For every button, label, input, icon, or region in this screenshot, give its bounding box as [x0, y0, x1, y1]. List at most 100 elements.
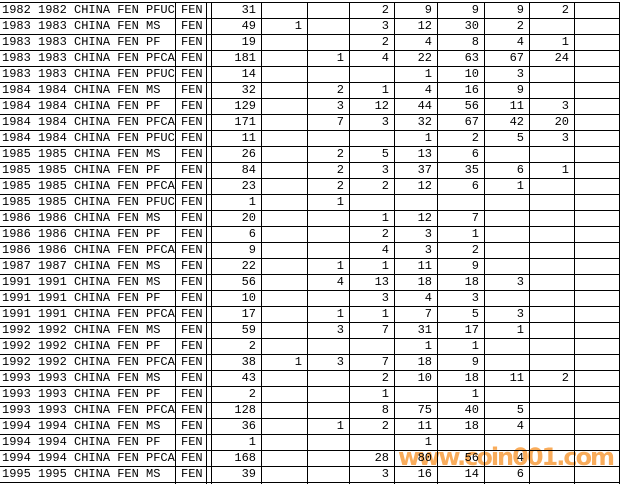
coin-description-cell[interactable]: 1993 1993 CHINA FEN PF	[0, 387, 176, 403]
grade-count-cell[interactable]: 10	[438, 67, 485, 83]
grade-count-cell[interactable]: 16	[438, 83, 485, 99]
denomination-cell[interactable]: FEN	[176, 115, 207, 131]
denomination-cell[interactable]: FEN	[176, 259, 207, 275]
grade-count-cell[interactable]: 3	[530, 99, 575, 115]
grade-count-cell[interactable]: 1	[308, 307, 350, 323]
coin-description-cell[interactable]: 1984 1984 CHINA FEN MS	[0, 83, 176, 99]
grade-count-cell[interactable]	[575, 147, 620, 163]
grade-count-cell[interactable]: 2	[212, 387, 262, 403]
grade-count-cell[interactable]	[575, 307, 620, 323]
grade-count-cell[interactable]	[308, 451, 350, 467]
grade-count-cell[interactable]: 6	[438, 179, 485, 195]
grade-count-cell[interactable]	[530, 355, 575, 371]
grade-count-cell[interactable]: 8	[438, 35, 485, 51]
grade-count-cell[interactable]: 6	[485, 163, 530, 179]
grade-count-cell[interactable]: 11	[485, 99, 530, 115]
denomination-cell[interactable]: FEN	[176, 243, 207, 259]
grade-count-cell[interactable]	[485, 147, 530, 163]
grade-count-cell[interactable]	[395, 195, 438, 211]
grade-count-cell[interactable]: 9	[438, 355, 485, 371]
denomination-cell[interactable]: FEN	[176, 403, 207, 419]
grade-count-cell[interactable]: 1	[395, 435, 438, 451]
grade-count-cell[interactable]: 6	[438, 147, 485, 163]
grade-count-cell[interactable]	[262, 323, 308, 339]
denomination-cell[interactable]: FEN	[176, 51, 207, 67]
grade-count-cell[interactable]	[530, 179, 575, 195]
grade-count-cell[interactable]: 4	[395, 83, 438, 99]
grade-count-cell[interactable]	[262, 83, 308, 99]
grade-count-cell[interactable]: 3	[308, 99, 350, 115]
grade-count-cell[interactable]: 3	[350, 467, 395, 483]
grade-count-cell[interactable]: 20	[212, 211, 262, 227]
coin-description-cell[interactable]: 1994 1994 CHINA FEN PF	[0, 435, 176, 451]
denomination-cell[interactable]: FEN	[176, 339, 207, 355]
grade-count-cell[interactable]: 4	[350, 243, 395, 259]
grade-count-cell[interactable]: 18	[438, 275, 485, 291]
denomination-cell[interactable]: FEN	[176, 163, 207, 179]
grade-count-cell[interactable]: 3	[350, 115, 395, 131]
coin-description-cell[interactable]: 1985 1985 CHINA FEN PFUC	[0, 195, 176, 211]
grade-count-cell[interactable]: 1	[438, 227, 485, 243]
grade-count-cell[interactable]	[530, 467, 575, 483]
grade-count-cell[interactable]: 22	[212, 259, 262, 275]
grade-count-cell[interactable]	[485, 355, 530, 371]
grade-count-cell[interactable]	[575, 115, 620, 131]
grade-count-cell[interactable]: 1	[485, 323, 530, 339]
grade-count-cell[interactable]	[262, 195, 308, 211]
grade-count-cell[interactable]	[575, 99, 620, 115]
grade-count-cell[interactable]	[530, 195, 575, 211]
grade-count-cell[interactable]: 14	[212, 67, 262, 83]
grade-count-cell[interactable]: 32	[395, 115, 438, 131]
grade-count-cell[interactable]: 31	[395, 323, 438, 339]
grade-count-cell[interactable]: 9	[438, 3, 485, 19]
coin-description-cell[interactable]: 1984 1984 CHINA FEN PFCA	[0, 115, 176, 131]
coin-description-cell[interactable]: 1982 1982 CHINA FEN PFUC	[0, 3, 176, 19]
grade-count-cell[interactable]	[575, 131, 620, 147]
grade-count-cell[interactable]: 1	[350, 211, 395, 227]
denomination-cell[interactable]: FEN	[176, 275, 207, 291]
grade-count-cell[interactable]: 2	[308, 147, 350, 163]
grade-count-cell[interactable]: 2	[438, 131, 485, 147]
grade-count-cell[interactable]: 4	[485, 35, 530, 51]
grade-count-cell[interactable]: 1	[530, 35, 575, 51]
grade-count-cell[interactable]	[530, 19, 575, 35]
grade-count-cell[interactable]	[530, 211, 575, 227]
grade-count-cell[interactable]: 1	[350, 387, 395, 403]
grade-count-cell[interactable]: 43	[212, 371, 262, 387]
grade-count-cell[interactable]	[485, 291, 530, 307]
grade-count-cell[interactable]	[350, 131, 395, 147]
grade-count-cell[interactable]: 38	[212, 355, 262, 371]
grade-count-cell[interactable]: 23	[212, 179, 262, 195]
grade-count-cell[interactable]	[575, 163, 620, 179]
grade-count-cell[interactable]	[262, 99, 308, 115]
grade-count-cell[interactable]	[308, 387, 350, 403]
grade-count-cell[interactable]	[262, 419, 308, 435]
denomination-cell[interactable]: FEN	[176, 355, 207, 371]
grade-count-cell[interactable]	[262, 67, 308, 83]
grade-count-cell[interactable]: 2	[530, 371, 575, 387]
grade-count-cell[interactable]: 13	[395, 147, 438, 163]
grade-count-cell[interactable]	[575, 83, 620, 99]
grade-count-cell[interactable]: 40	[438, 403, 485, 419]
coin-description-cell[interactable]: 1986 1986 CHINA FEN PF	[0, 227, 176, 243]
grade-count-cell[interactable]	[575, 323, 620, 339]
grade-count-cell[interactable]: 7	[395, 307, 438, 323]
grade-count-cell[interactable]: 1	[485, 179, 530, 195]
grade-count-cell[interactable]: 12	[395, 211, 438, 227]
grade-count-cell[interactable]: 18	[395, 275, 438, 291]
grade-count-cell[interactable]: 9	[485, 3, 530, 19]
denomination-cell[interactable]: FEN	[176, 35, 207, 51]
grade-count-cell[interactable]: 2	[350, 227, 395, 243]
grade-count-cell[interactable]: 3	[485, 67, 530, 83]
grade-count-cell[interactable]: 168	[212, 451, 262, 467]
denomination-cell[interactable]: FEN	[176, 211, 207, 227]
grade-count-cell[interactable]: 56	[438, 451, 485, 467]
grade-count-cell[interactable]: 1	[262, 355, 308, 371]
grade-count-cell[interactable]	[308, 339, 350, 355]
grade-count-cell[interactable]	[530, 275, 575, 291]
grade-count-cell[interactable]: 1	[395, 339, 438, 355]
grade-count-cell[interactable]: 3	[395, 243, 438, 259]
grade-count-cell[interactable]: 6	[212, 227, 262, 243]
grade-count-cell[interactable]	[485, 435, 530, 451]
grade-count-cell[interactable]: 12	[350, 99, 395, 115]
